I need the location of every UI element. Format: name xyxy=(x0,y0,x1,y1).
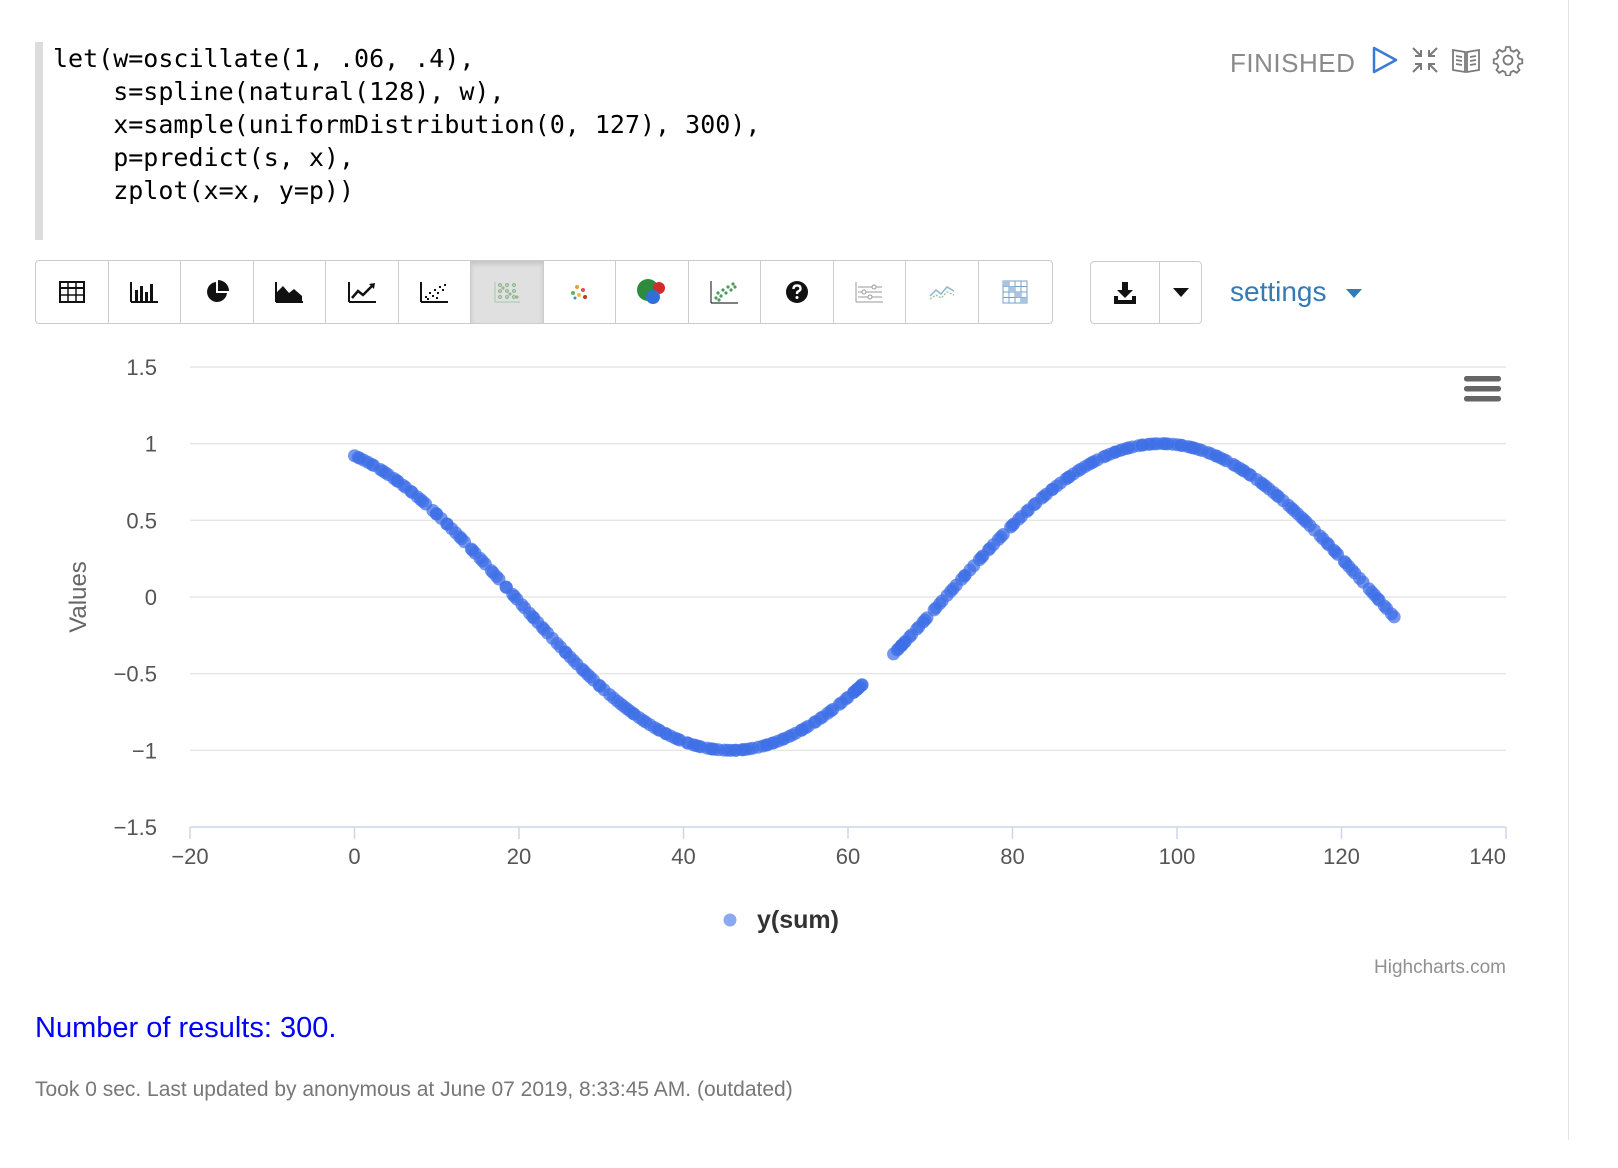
scatter-chart-button[interactable] xyxy=(399,261,471,323)
help-button[interactable] xyxy=(761,261,834,323)
scatter-grid-icon xyxy=(710,281,739,304)
code-line: p=predict(s, x), xyxy=(53,143,355,172)
y-tick-label: −0.5 xyxy=(114,662,157,687)
bar-chart-icon xyxy=(130,282,159,303)
bubble-chart-icon xyxy=(636,279,665,304)
code-editor[interactable]: let(w=oscillate(1, .06, .4), s=spline(na… xyxy=(35,42,1193,240)
hamburger-bar xyxy=(1464,376,1501,382)
y-tick-label: 1.5 xyxy=(126,355,157,380)
bubble-chart-button[interactable] xyxy=(616,261,689,323)
pie-chart-button[interactable] xyxy=(181,261,254,323)
download-button[interactable] xyxy=(1091,262,1161,323)
y-tick-label: 1 xyxy=(145,432,157,457)
y-tick-label: 0 xyxy=(145,585,157,610)
result-count: Number of results: 300. xyxy=(35,1012,337,1044)
pie-chart-icon xyxy=(206,280,229,302)
x-tick-label: 80 xyxy=(1000,844,1024,869)
x-tick-label: 0 xyxy=(348,844,360,869)
line-chart-button[interactable] xyxy=(326,261,399,323)
table-icon xyxy=(58,281,85,303)
dot-grid-button[interactable] xyxy=(471,261,544,323)
status-label: FINISHED xyxy=(1230,48,1356,78)
x-tick-label: −20 xyxy=(171,844,208,869)
hamburger-icon[interactable] xyxy=(1464,376,1501,402)
code-line: zplot(x=x, y=p)) xyxy=(53,176,355,205)
paragraph-footer: Took 0 sec. Last updated by anonymous at… xyxy=(35,1078,793,1101)
colored-scatter-button[interactable] xyxy=(544,261,616,323)
y-tick-label: 0.5 xyxy=(126,508,157,533)
scatter-colored-icon xyxy=(571,285,588,300)
hamburger-bar xyxy=(1464,386,1501,392)
dot-grid-icon xyxy=(494,282,520,303)
legend-marker xyxy=(723,913,737,927)
hamburger-bar xyxy=(1464,396,1501,402)
y-tick-label: −1.5 xyxy=(114,815,157,840)
x-tick-label: 40 xyxy=(671,844,695,869)
download-button-group xyxy=(1090,261,1202,324)
bar-chart-button[interactable] xyxy=(109,261,181,323)
heatmap-button[interactable] xyxy=(979,261,1052,323)
code-line: x=sample(uniformDistribution(0, 127), 30… xyxy=(53,110,761,139)
x-tick-label: 20 xyxy=(507,844,531,869)
heatmap-icon xyxy=(1002,280,1028,304)
book-icon[interactable] xyxy=(1450,44,1482,76)
gear-icon[interactable] xyxy=(1492,44,1524,76)
y-axis-title: Values xyxy=(65,561,92,633)
line-chart-icon xyxy=(347,282,376,303)
stack-lines-icon xyxy=(855,282,884,303)
multi-line-button[interactable] xyxy=(906,261,979,323)
stacked-lines-button[interactable] xyxy=(834,261,906,323)
notebook-paragraph: let(w=oscillate(1, .06, .4), s=spline(na… xyxy=(35,0,1569,1140)
data-point xyxy=(851,682,865,696)
code-line: s=spline(natural(128), w), xyxy=(53,77,505,106)
area-chart-icon xyxy=(275,282,304,303)
data-point xyxy=(1387,610,1401,624)
y-tick-label: −1 xyxy=(132,738,157,763)
code-line: let(w=oscillate(1, .06, .4), xyxy=(53,44,475,73)
scatter-grid-button[interactable] xyxy=(689,261,761,323)
x-tick-label: 120 xyxy=(1323,844,1360,869)
visualization-toolbar xyxy=(35,260,1053,324)
highcharts-credits: Highcharts.com xyxy=(1374,957,1506,978)
help-icon xyxy=(785,281,808,303)
caret-down-icon xyxy=(1172,287,1189,297)
settings-caret-icon[interactable] xyxy=(1346,289,1362,298)
table-view-button[interactable] xyxy=(36,261,109,323)
settings-link[interactable]: settings xyxy=(1230,276,1327,307)
x-tick-label: 60 xyxy=(836,844,860,869)
play-icon[interactable] xyxy=(1368,44,1400,76)
collapse-icon[interactable] xyxy=(1409,44,1441,76)
x-tick-label: 140 xyxy=(1469,844,1506,869)
download-dropdown-button[interactable] xyxy=(1160,262,1201,323)
multi-line-icon xyxy=(929,286,955,300)
download-icon xyxy=(1114,281,1137,304)
legend-label: y(sum) xyxy=(757,906,839,934)
scatter-chart: 1.5 1 0.5 0 −0.5 −1 −1.5 −20 0 20 40 60 80 100 120 140 V… xyxy=(65,355,1507,978)
scatter-chart-icon xyxy=(420,282,449,303)
x-tick-label: 100 xyxy=(1159,844,1196,869)
area-chart-button[interactable] xyxy=(254,261,326,323)
